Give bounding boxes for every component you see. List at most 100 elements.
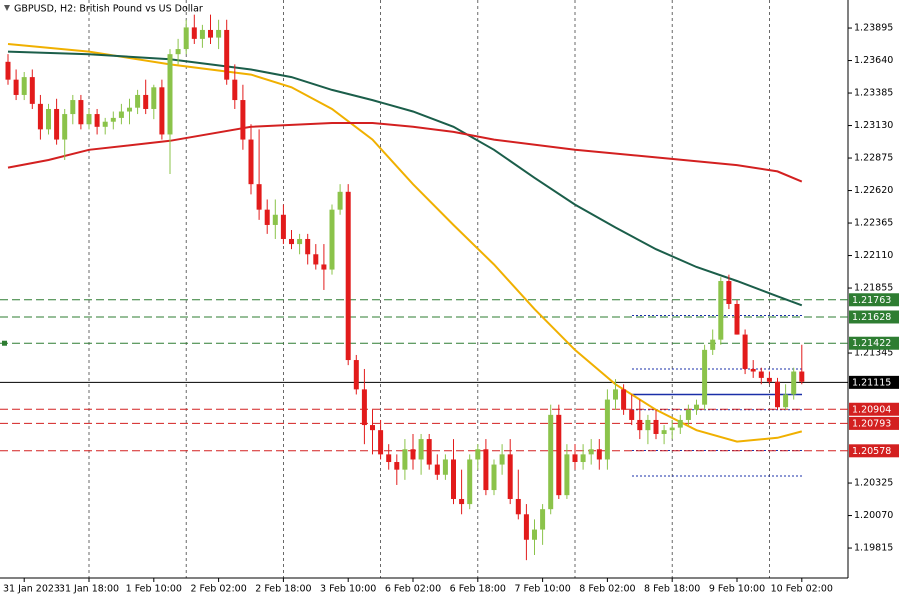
candle-body — [572, 454, 578, 463]
candle-body — [394, 462, 400, 470]
candle-body — [151, 87, 157, 109]
candle-body — [191, 27, 197, 39]
candle-body — [370, 425, 375, 431]
candle-body — [248, 139, 254, 185]
candle-body — [208, 29, 213, 38]
level-price-label: 1.21763 — [852, 295, 891, 306]
candle-body — [491, 464, 497, 491]
candle-body — [532, 529, 537, 540]
candle-body — [199, 29, 205, 39]
candle-body — [378, 430, 384, 455]
candle-body — [159, 87, 165, 135]
candle-body — [402, 449, 408, 470]
candle-body — [515, 498, 521, 515]
y-tick-label: 1.23130 — [854, 120, 893, 131]
level-marker — [2, 340, 7, 346]
candle-body — [483, 449, 489, 491]
candle-body — [426, 439, 432, 465]
candle-body — [588, 449, 594, 455]
candle-body — [475, 449, 481, 460]
candle-body — [410, 449, 416, 460]
candle-body — [459, 498, 465, 505]
candle-body — [5, 61, 11, 80]
candle-body — [78, 100, 84, 125]
level-price-box — [849, 310, 899, 324]
candle-body — [434, 464, 440, 475]
candle-body — [264, 209, 270, 225]
x-tick-label: 9 Feb 10:00 — [709, 584, 765, 595]
candle-body — [110, 117, 116, 122]
candle-body — [742, 334, 748, 369]
x-tick-label: 31 Jan 2023 — [3, 584, 60, 595]
level-price-box — [849, 375, 899, 389]
level-price-box — [849, 402, 899, 416]
candle-body — [596, 449, 602, 460]
candle-body — [661, 430, 667, 434]
candle-body — [726, 281, 732, 304]
candle-body — [175, 49, 181, 55]
moving-average-line — [7, 43, 803, 443]
candle-body — [613, 389, 618, 400]
candle-body — [580, 454, 586, 463]
x-tick-label: 6 Feb 18:00 — [450, 584, 506, 595]
level-price-label: 1.21422 — [852, 338, 891, 349]
moving-average-line — [7, 50, 803, 307]
candle-body — [677, 419, 683, 428]
y-tick-label: 1.21345 — [854, 348, 893, 359]
candle-body — [135, 94, 141, 108]
candle-body — [629, 409, 635, 420]
candle-body — [37, 103, 43, 130]
candle-body — [29, 77, 35, 104]
candle-body — [337, 191, 343, 210]
candle-body — [240, 100, 246, 140]
y-tick-label: 1.22365 — [854, 218, 893, 229]
candle-body — [361, 389, 367, 426]
candle-body — [653, 419, 659, 434]
candle-body — [224, 29, 230, 80]
candle-body — [127, 107, 132, 112]
candle-body — [669, 427, 675, 431]
candle-body — [734, 303, 740, 335]
candle-body — [718, 281, 724, 340]
time-grid — [88, 0, 770, 578]
y-tick-label: 1.22620 — [854, 185, 893, 196]
candle-body — [118, 111, 124, 118]
x-tick-label: 10 Feb 02:00 — [771, 584, 833, 595]
x-tick-label: 3 Feb 10:00 — [320, 584, 376, 595]
level-price-box — [849, 336, 899, 350]
x-tick-label: 7 Feb 10:00 — [514, 584, 570, 595]
candle-body — [418, 439, 424, 460]
candle-body — [183, 27, 189, 50]
y-tick-label: 1.22875 — [854, 153, 893, 164]
candle-body — [637, 419, 643, 431]
candle-body — [46, 108, 51, 130]
candle-body — [783, 394, 789, 408]
candle-body — [272, 214, 278, 225]
level-price-label: 1.20904 — [852, 404, 891, 415]
y-tick-label: 1.21855 — [854, 283, 893, 294]
candle-body — [13, 79, 19, 95]
candle-body — [94, 114, 100, 127]
candle-body — [694, 404, 699, 410]
x-tick-label: 31 Jan 18:00 — [59, 584, 119, 595]
chart-title: GBPUSD, H2: British Pound vs US Dollar — [14, 4, 203, 15]
candle-body — [791, 371, 797, 395]
candle-body — [621, 389, 627, 410]
candle-body — [766, 377, 772, 382]
x-tick-label: 1 Feb 10:00 — [126, 584, 182, 595]
candle-body — [556, 414, 562, 496]
y-tick-label: 1.23895 — [854, 23, 893, 34]
x-tick-label: 6 Feb 02:00 — [385, 584, 441, 595]
candle-body — [386, 454, 392, 463]
candle-body — [442, 459, 448, 475]
candle-body — [232, 79, 238, 101]
candle-body — [86, 114, 92, 125]
candle-body — [21, 77, 27, 95]
x-tick-label: 2 Feb 02:00 — [190, 584, 246, 595]
symbol-icon — [4, 5, 10, 11]
y-tick-label: 1.20325 — [854, 478, 893, 489]
candle-body — [564, 454, 570, 496]
x-tick-label: 2 Feb 18:00 — [255, 584, 311, 595]
y-tick-label: 1.20070 — [854, 510, 893, 521]
candle-body — [645, 419, 651, 431]
